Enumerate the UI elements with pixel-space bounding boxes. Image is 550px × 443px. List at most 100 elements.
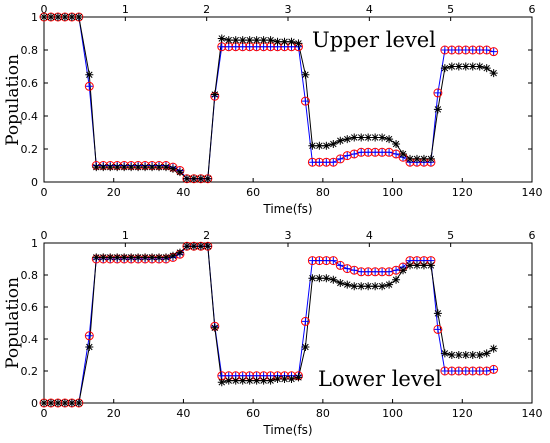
- point-star: [350, 133, 359, 142]
- point-star: [378, 282, 387, 291]
- x-tick-label: 80: [316, 186, 330, 199]
- point-star: [419, 154, 428, 163]
- point-plus: [322, 158, 330, 166]
- point-star: [175, 248, 184, 257]
- top-x-tick-label: 1: [122, 229, 129, 242]
- point-star: [217, 34, 226, 43]
- point-plus: [329, 158, 337, 166]
- point-star: [168, 251, 177, 260]
- point-plus: [392, 150, 400, 158]
- point-plus: [357, 148, 365, 156]
- point-plus: [490, 365, 498, 373]
- point-star: [210, 323, 219, 332]
- point-star: [364, 133, 373, 142]
- point-plus: [322, 257, 330, 265]
- y-axis-label: Population: [3, 54, 23, 146]
- y-tick-label: 0.2: [21, 143, 39, 156]
- point-star: [252, 376, 261, 385]
- point-star: [182, 174, 191, 183]
- point-circle: [349, 149, 359, 159]
- point-plus: [232, 43, 240, 51]
- point-circle: [84, 331, 94, 341]
- point-star: [371, 282, 380, 291]
- point-star: [162, 163, 170, 172]
- point-star: [489, 69, 498, 78]
- point-star: [189, 174, 198, 183]
- point-star: [419, 261, 428, 270]
- point-star: [113, 253, 122, 262]
- x-tick-label: 120: [452, 407, 473, 420]
- point-star: [141, 163, 150, 172]
- point-plus: [85, 332, 93, 340]
- point-star: [287, 37, 296, 46]
- point-star: [378, 133, 387, 142]
- x-axis-label: Time(fs): [262, 423, 312, 437]
- point-star: [468, 62, 477, 71]
- point-star: [482, 349, 491, 358]
- point-plus: [434, 325, 442, 333]
- point-star: [99, 253, 108, 262]
- x-tick-label: 40: [176, 186, 190, 199]
- point-star: [461, 351, 470, 359]
- point-star: [322, 274, 331, 283]
- top-x-tick-label: 6: [529, 229, 536, 242]
- point-plus: [315, 257, 323, 265]
- point-star: [141, 253, 150, 262]
- point-star: [231, 376, 240, 385]
- point-plus: [329, 257, 337, 265]
- point-plus: [364, 148, 372, 156]
- point-star: [294, 373, 303, 382]
- point-circle: [349, 265, 359, 275]
- y-tick-label: 0.6: [21, 77, 39, 90]
- point-star: [155, 163, 164, 172]
- point-star: [74, 13, 83, 21]
- point-circle: [433, 88, 443, 98]
- point-star: [99, 163, 108, 172]
- point-plus: [343, 152, 351, 160]
- point-star: [468, 351, 477, 359]
- point-star: [475, 351, 484, 359]
- x-tick-label: 0: [41, 407, 48, 420]
- point-star: [426, 261, 435, 270]
- point-star: [412, 261, 421, 270]
- top-x-tick-label: 6: [529, 3, 536, 16]
- point-star: [482, 64, 491, 73]
- point-star: [454, 62, 463, 71]
- point-star: [67, 13, 76, 21]
- x-axis-label: Time(fs): [262, 202, 312, 216]
- point-star: [489, 344, 498, 353]
- x-tick-label: 20: [107, 407, 121, 420]
- point-star: [322, 141, 331, 150]
- point-star: [385, 135, 394, 144]
- x-tick-label: 100: [382, 407, 403, 420]
- y-tick-label: 0.4: [21, 110, 39, 123]
- point-plus: [218, 372, 226, 380]
- point-star: [46, 13, 55, 21]
- point-star: [224, 376, 233, 385]
- point-star: [447, 351, 456, 359]
- point-star: [406, 154, 414, 163]
- point-star: [175, 168, 184, 177]
- y-tick-label: 0.4: [21, 333, 39, 346]
- point-star: [182, 242, 191, 251]
- point-star: [294, 39, 303, 48]
- x-tick-label: 120: [452, 186, 473, 199]
- point-circle: [84, 81, 94, 91]
- point-star: [168, 164, 177, 173]
- point-plus: [378, 268, 386, 276]
- point-plus: [350, 150, 358, 158]
- point-star: [329, 275, 338, 284]
- point-star: [308, 274, 317, 283]
- point-plus: [385, 148, 393, 156]
- point-plus: [357, 268, 365, 276]
- panel-title: Upper level: [312, 28, 436, 52]
- point-star: [238, 376, 247, 385]
- point-star: [315, 141, 324, 150]
- point-star: [433, 105, 442, 114]
- point-star: [336, 136, 345, 145]
- point-plus: [378, 148, 386, 156]
- point-star: [343, 135, 352, 144]
- point-star: [280, 37, 289, 46]
